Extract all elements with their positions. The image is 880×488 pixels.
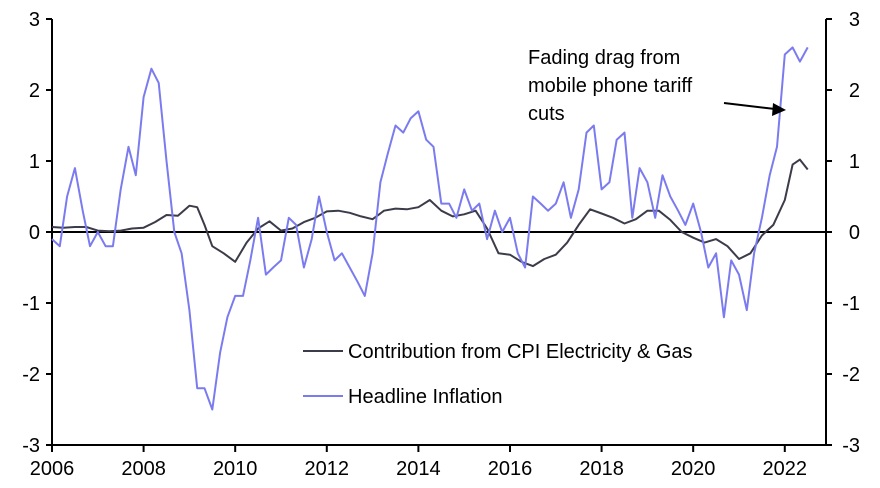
y-tick-label-left: 2 (29, 80, 40, 102)
y-tick-label-left: -2 (22, 364, 40, 386)
x-tick-label: 2010 (213, 458, 258, 480)
x-tick-label: 2012 (305, 458, 350, 480)
y-tick-label-right: -2 (842, 364, 860, 386)
y-tick-label-left: -1 (22, 293, 40, 315)
x-tick-label: 2022 (763, 458, 808, 480)
x-tick-label: 2006 (30, 458, 75, 480)
annotation: Fading drag from mobile phone tariff cut… (528, 47, 786, 125)
y-tick-label-right: 1 (849, 151, 860, 173)
y-tick-label-right: -3 (842, 435, 860, 457)
annotation-arrow-line (723, 102, 776, 110)
series-line-headline-inflation (51, 46, 809, 411)
series-layer (51, 46, 809, 411)
y-tick-label-left: 1 (29, 151, 40, 173)
y-tick-label-right: 3 (849, 9, 860, 31)
legend-label-headline-inflation: Headline Inflation (348, 386, 503, 408)
y-tick-label-right: 0 (849, 222, 860, 244)
annotation-line-3: cuts (528, 103, 565, 125)
x-tick-label: 2016 (488, 458, 533, 480)
series-line-electricity-gas (51, 158, 809, 268)
y-tick-label-right: -1 (842, 293, 860, 315)
y-tick-label-left: -3 (22, 435, 40, 457)
y-tick-label-left: 3 (29, 9, 40, 31)
x-tick-label: 2020 (671, 458, 716, 480)
annotation-line-1: Fading drag from (528, 47, 680, 69)
x-tick-label: 2014 (396, 458, 441, 480)
x-tick-label: 2018 (579, 458, 624, 480)
y-tick-label-right: 2 (849, 80, 860, 102)
legend-label-electricity-gas: Contribution from CPI Electricity & Gas (348, 341, 693, 363)
annotation-line-2: mobile phone tariff (528, 75, 693, 97)
x-tick-label: 2008 (121, 458, 166, 480)
legend: Contribution from CPI Electricity & Gas … (303, 341, 693, 408)
y-tick-label-left: 0 (29, 222, 40, 244)
annotation-arrowhead-icon (772, 103, 786, 116)
